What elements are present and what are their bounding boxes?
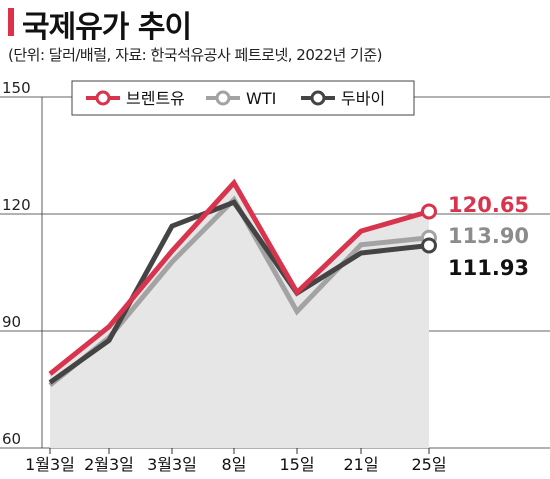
end-value-label: 111.93 bbox=[448, 256, 529, 280]
page-title: 국제유가 추이 bbox=[22, 10, 192, 45]
legend-swatch-marker bbox=[215, 90, 231, 106]
title-accent-bar bbox=[8, 8, 14, 36]
legend: 브렌트유 WTI 두바이 bbox=[71, 80, 415, 116]
y-tick-label: 60 bbox=[2, 430, 21, 448]
line-layer bbox=[48, 178, 430, 388]
y-tick-label: 90 bbox=[2, 313, 21, 331]
series-line-2 bbox=[48, 199, 430, 385]
x-tick-label: 25일 bbox=[411, 455, 446, 474]
x-tick-label: 21일 bbox=[343, 455, 378, 474]
legend-label: 두바이 bbox=[341, 89, 385, 108]
area-layer bbox=[50, 182, 429, 449]
legend-label: 브렌트유 bbox=[126, 89, 185, 108]
x-tick-label: 2월3일 bbox=[84, 455, 134, 474]
end-marker bbox=[421, 237, 437, 254]
legend-swatch-marker bbox=[95, 90, 111, 106]
legend-label: WTI bbox=[246, 89, 276, 108]
legend-box bbox=[71, 80, 415, 116]
page-subtitle: (단위: 달러/배럴, 자료: 한국석유공사 페트로넷, 2022년 기준) bbox=[8, 46, 383, 64]
end-marker bbox=[421, 203, 437, 220]
y-tick-label: 150 bbox=[2, 79, 31, 97]
x-tick-label: 8일 bbox=[222, 455, 247, 474]
end-value-label: 120.65 bbox=[448, 193, 529, 217]
label-layer: 120.65 113.90 111.93 bbox=[421, 193, 529, 280]
area-fill bbox=[50, 182, 429, 449]
x-tick-label: 1월3일 bbox=[25, 455, 75, 474]
x-tick-label: 3월3일 bbox=[147, 455, 197, 474]
legend-swatch-marker bbox=[310, 90, 326, 106]
end-value-label: 113.90 bbox=[448, 224, 529, 248]
x-tick-label: 15일 bbox=[279, 455, 314, 474]
series-line-0 bbox=[48, 178, 430, 376]
y-tick-label: 120 bbox=[2, 196, 31, 214]
